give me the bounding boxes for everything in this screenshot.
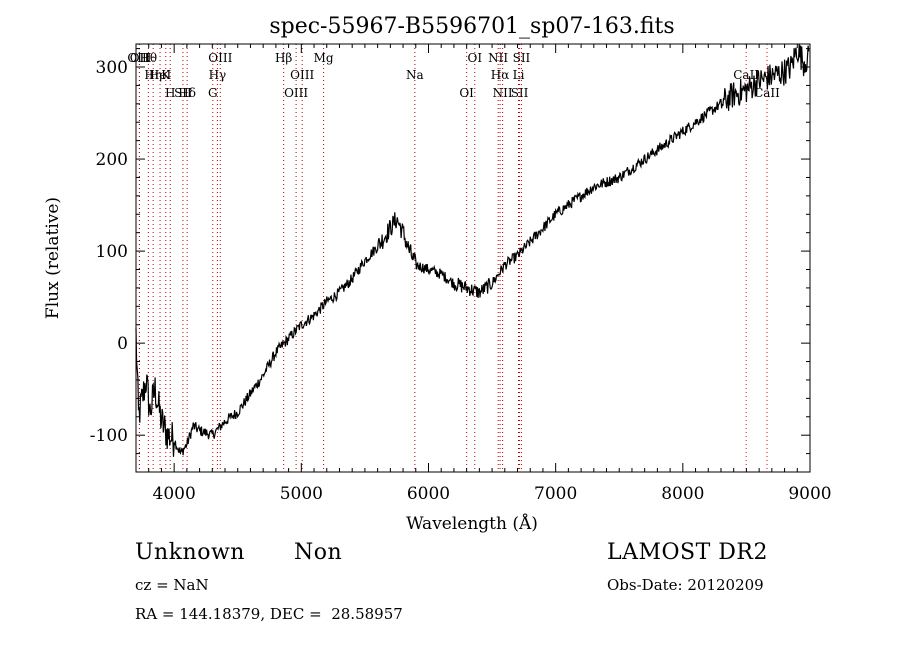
marker-label: Hβ	[275, 51, 292, 65]
marker-label: SII	[513, 51, 531, 65]
marker-label: OI	[467, 51, 482, 65]
y-axis-ticks: -100 0 100 200 300	[90, 48, 810, 473]
marker-label: NII	[488, 51, 508, 65]
y-tick-label: 200	[96, 150, 128, 170]
marker-label: Li	[513, 68, 525, 82]
marker-label: OIII	[208, 51, 232, 65]
marker-label: OII	[130, 51, 150, 65]
marker-label: Hα	[491, 68, 510, 82]
y-tick-label: 0	[117, 334, 128, 354]
coordinates: RA = 144.18379, DEC = 28.58957	[135, 605, 403, 623]
marker-label: SII	[174, 86, 192, 100]
marker-label: H	[165, 86, 175, 100]
marker-label: Hη	[144, 68, 162, 82]
y-tick-label: -100	[90, 426, 128, 446]
y-tick-label: 300	[96, 58, 128, 78]
marker-label: Na	[406, 68, 424, 82]
x-tick-label: 5000	[280, 484, 323, 504]
x-tick-label: 9000	[788, 484, 831, 504]
spectrum-line	[135, 43, 810, 457]
marker-label: CaII	[754, 86, 780, 100]
x-axis-ticks: 4000 5000 6000 7000 8000 9000	[135, 44, 832, 504]
marker-label: Hδ	[178, 86, 196, 100]
marker-label: Hθ	[139, 51, 157, 65]
x-tick-label: 4000	[153, 484, 196, 504]
chart-title: spec-55967-B5596701_sp07-163.fits	[269, 14, 674, 39]
marker-label: OIII	[290, 68, 314, 82]
marker-label: SII	[511, 86, 529, 100]
marker-label: NII	[493, 86, 513, 100]
marker-label: OIII	[284, 86, 308, 100]
marker-label: K	[161, 68, 171, 82]
marker-label: OIII	[127, 51, 151, 65]
y-axis-label: Flux (relative)	[43, 197, 63, 319]
marker-label: G	[208, 86, 218, 100]
obs-date: Obs-Date: 20120209	[607, 576, 764, 594]
marker-label: HeI	[149, 68, 172, 82]
x-tick-label: 7000	[534, 484, 577, 504]
marker-label: OI	[459, 86, 474, 100]
marker-label: Mg	[314, 51, 334, 65]
x-tick-label: 8000	[661, 484, 704, 504]
marker-label: CaII	[733, 68, 759, 82]
x-tick-label: 6000	[407, 484, 450, 504]
line-marker-labels: HθKHδOIIHeISIIOIIIHγGOIIIHηHHβOIIIOIIIMg…	[127, 51, 780, 100]
line-markers	[138, 44, 768, 472]
cz-value: cz = NaN	[135, 576, 209, 594]
class-label: Unknown	[135, 540, 245, 565]
y-tick-label: 100	[96, 242, 128, 262]
survey-label: LAMOST DR2	[607, 540, 768, 565]
subclass-label: Non	[294, 540, 343, 565]
plot-frame	[135, 43, 811, 473]
marker-label: Hγ	[209, 68, 227, 82]
x-axis-label: Wavelength (Å)	[406, 513, 538, 534]
